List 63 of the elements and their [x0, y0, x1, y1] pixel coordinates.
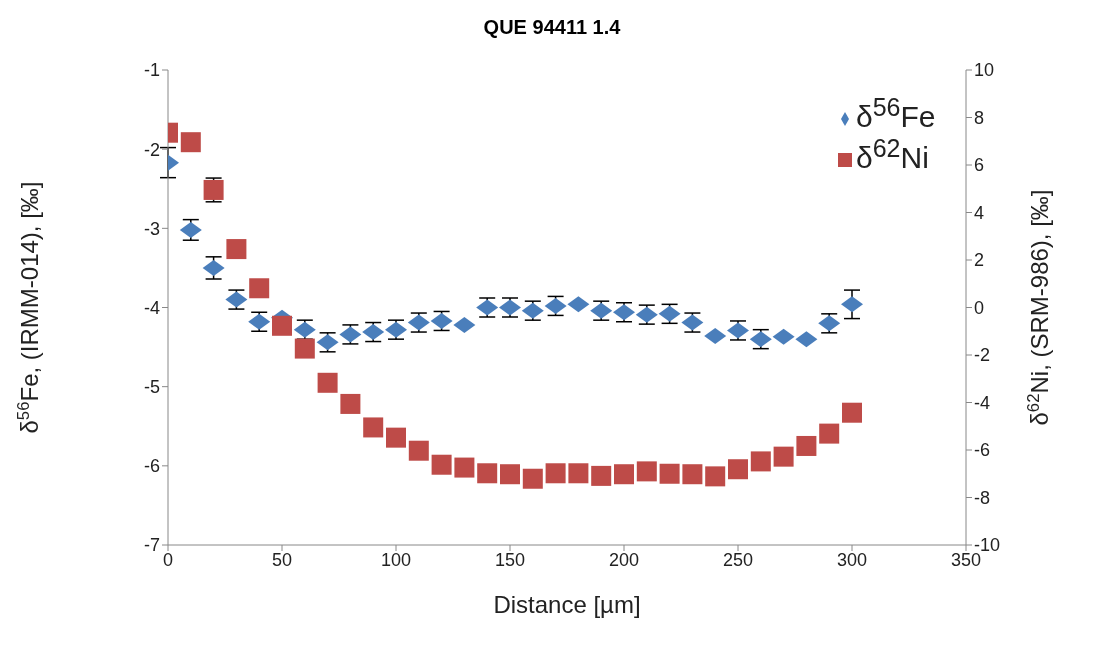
point: [272, 315, 292, 336]
point: [841, 296, 863, 313]
point: [386, 427, 406, 448]
x-tick-label: 100: [380, 549, 412, 570]
point: [591, 465, 612, 486]
y2-tick-label: 0: [974, 297, 985, 318]
x-tick-label: 250: [722, 549, 754, 570]
point: [819, 423, 840, 444]
point: [340, 393, 361, 414]
y2-tick-label: -4: [974, 392, 991, 413]
y-tick-label: -7: [143, 535, 160, 556]
point: [796, 435, 817, 456]
y2-tick-label: 4: [974, 202, 985, 223]
y-tick-label: -5: [143, 377, 160, 398]
point: [636, 461, 657, 482]
point: [454, 457, 475, 478]
point: [317, 372, 338, 393]
point: [773, 446, 794, 467]
point: [842, 402, 862, 423]
point: [567, 296, 590, 313]
x-tick-label: 0: [162, 549, 174, 570]
y2-tick-label: -2: [974, 345, 991, 366]
point: [772, 328, 795, 345]
x-axis-title: Distance [µm]: [493, 591, 641, 618]
legend-label: δ$^{56}$Fe: [856, 93, 936, 133]
y2-tick-label: 6: [974, 155, 985, 176]
point: [363, 417, 384, 438]
point: [249, 278, 270, 299]
point: [568, 463, 589, 484]
point: [659, 463, 680, 484]
point: [522, 468, 543, 489]
point: [294, 338, 315, 359]
point: [728, 459, 748, 480]
point: [545, 463, 566, 484]
y-tick-label: -1: [143, 60, 160, 81]
y-tick-label: -3: [143, 218, 160, 239]
y2-tick-label: -8: [974, 487, 991, 508]
y2-tick-label: 10: [974, 60, 995, 81]
y2-tick-label: 2: [974, 250, 985, 271]
point: [180, 132, 201, 153]
point: [500, 464, 520, 485]
point: [202, 259, 225, 276]
chart-title: QUE 94411 1.4: [482, 16, 622, 39]
point: [408, 440, 429, 461]
x-tick-label: 300: [836, 549, 868, 570]
point: [226, 239, 247, 260]
y-tick-label: -4: [143, 297, 160, 318]
point: [453, 316, 476, 333]
point: [614, 464, 634, 485]
point: [705, 466, 726, 487]
x-tick-label: 150: [494, 549, 526, 570]
point: [431, 454, 452, 475]
point: [477, 463, 498, 484]
x-tick-label: 50: [271, 549, 293, 570]
point: [750, 451, 771, 472]
legend-label: δ$^{62}$Ni: [856, 134, 929, 174]
y-tick-label: -2: [143, 139, 160, 160]
y2-tick-label: -6: [974, 440, 991, 461]
point: [682, 464, 703, 485]
y2-tick-label: 8: [974, 107, 985, 128]
y-tick-label: -6: [143, 456, 160, 477]
x-tick-label: 200: [608, 549, 640, 570]
point: [795, 331, 818, 348]
